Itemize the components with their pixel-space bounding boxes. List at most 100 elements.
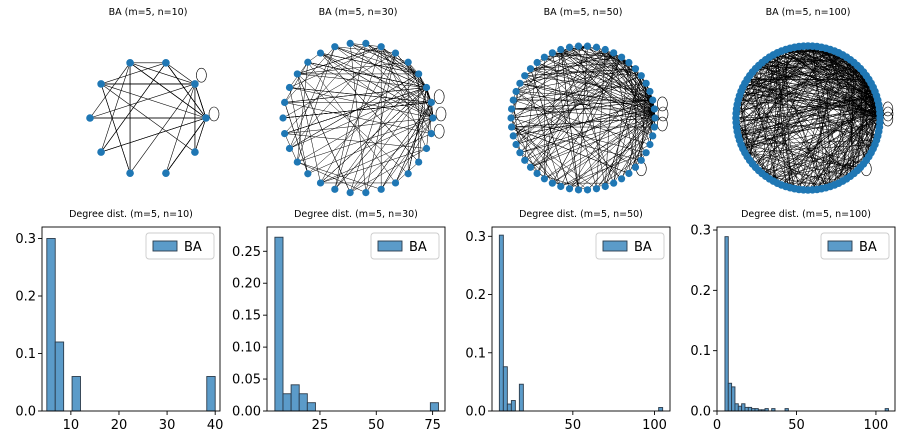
network-node: [97, 148, 105, 156]
network-node: [521, 72, 529, 80]
histogram-bar: [506, 403, 512, 412]
self-loop: [433, 89, 445, 105]
network-edge: [560, 135, 653, 187]
network-edge: [320, 52, 419, 75]
network-edge: [635, 100, 653, 168]
network-edge: [320, 133, 432, 184]
y-tick-label: 0.2: [15, 290, 36, 305]
network-node: [507, 105, 516, 113]
network-edge: [519, 52, 614, 84]
legend: BA: [595, 232, 665, 260]
network-panel-4: BA (m=5, n=100): [732, 7, 894, 194]
network-edge: [89, 83, 196, 119]
network-edge: [100, 62, 167, 85]
network-edge: [769, 57, 795, 189]
network-node: [526, 163, 535, 171]
axes-frame: [266, 226, 446, 412]
network-edge: [515, 52, 614, 145]
network-edge: [297, 62, 309, 163]
network-panel-1: BA (m=5, n=10): [86, 7, 220, 177]
x-tick-label: 100: [642, 418, 667, 433]
y-tick-label: 0.2: [465, 288, 486, 303]
network-node: [565, 185, 574, 193]
network-edge: [513, 135, 561, 187]
network-edge: [747, 79, 878, 137]
network-node: [557, 45, 565, 54]
network-node: [625, 169, 633, 178]
network-edge: [320, 52, 432, 134]
network-edge: [857, 72, 864, 171]
network-edge: [513, 83, 647, 101]
y-tick-label: 0.10: [232, 341, 261, 356]
network-node: [617, 175, 626, 183]
histogram-bars: [724, 236, 889, 412]
network-edge: [284, 62, 309, 103]
network-edge: [850, 59, 855, 174]
network-nodes: [732, 42, 884, 194]
network-edge: [785, 49, 880, 128]
legend: BA: [370, 232, 440, 260]
network-edge: [297, 117, 434, 163]
histogram-bar: [727, 382, 733, 412]
x-tick-label: 20: [111, 418, 128, 433]
network-edge: [560, 152, 647, 187]
network-edge: [761, 54, 774, 174]
network-edge: [569, 144, 651, 189]
network-node: [592, 43, 601, 51]
histogram-bar: [731, 386, 736, 412]
y-tick-label: 0.1: [690, 344, 711, 359]
network-edge: [524, 75, 561, 187]
network-edge: [349, 43, 434, 119]
network-edge: [749, 71, 864, 161]
network-node: [649, 96, 657, 104]
network-edge: [129, 62, 207, 119]
network-nodes: [279, 39, 437, 197]
histogram-title: Degree dist. (m=5, n=100): [741, 209, 871, 220]
network-edge: [628, 75, 642, 174]
network-node: [610, 179, 618, 187]
legend-label: BA: [184, 240, 202, 255]
network-node: [512, 87, 520, 96]
network-edge: [510, 52, 614, 119]
network-edge: [519, 62, 629, 84]
histogram-bar: [658, 407, 664, 412]
network-node: [507, 123, 516, 131]
network-edge: [511, 126, 588, 191]
network-node: [650, 123, 659, 131]
y-tick-label: 0.05: [232, 373, 261, 388]
legend-label: BA: [409, 240, 427, 255]
network-edge: [524, 75, 653, 137]
network-edge: [613, 52, 656, 119]
self-loop: [657, 116, 668, 132]
x-tick-label: 25: [312, 418, 329, 433]
network-edge: [735, 117, 774, 182]
network-edge: [349, 52, 396, 193]
network-edge: [515, 49, 606, 92]
network-node: [377, 185, 385, 193]
histogram-bar: [747, 406, 753, 412]
network-node: [650, 105, 659, 113]
network-edge: [741, 139, 877, 145]
network-edge: [297, 73, 351, 193]
network-node: [649, 132, 657, 140]
network-node: [574, 186, 583, 194]
network-node: [126, 59, 134, 67]
legend-swatch: [827, 240, 853, 252]
x-tick-label: 100: [864, 418, 889, 433]
network-node: [583, 42, 592, 50]
network-edge: [798, 50, 835, 190]
network-edge: [605, 49, 630, 63]
network-edge: [334, 46, 434, 119]
self-loop: [435, 106, 447, 122]
network-node: [592, 185, 601, 193]
network-node: [281, 98, 289, 107]
network-edge: [289, 87, 309, 174]
network-edge: [738, 99, 843, 182]
network-edge: [165, 83, 196, 174]
network-panel-3: BA (m=5, n=50): [507, 7, 669, 194]
x-tick-label: 50: [565, 418, 582, 433]
network-edge: [812, 144, 876, 191]
y-tick-label: 0.0: [690, 405, 711, 420]
network-node: [509, 96, 517, 104]
